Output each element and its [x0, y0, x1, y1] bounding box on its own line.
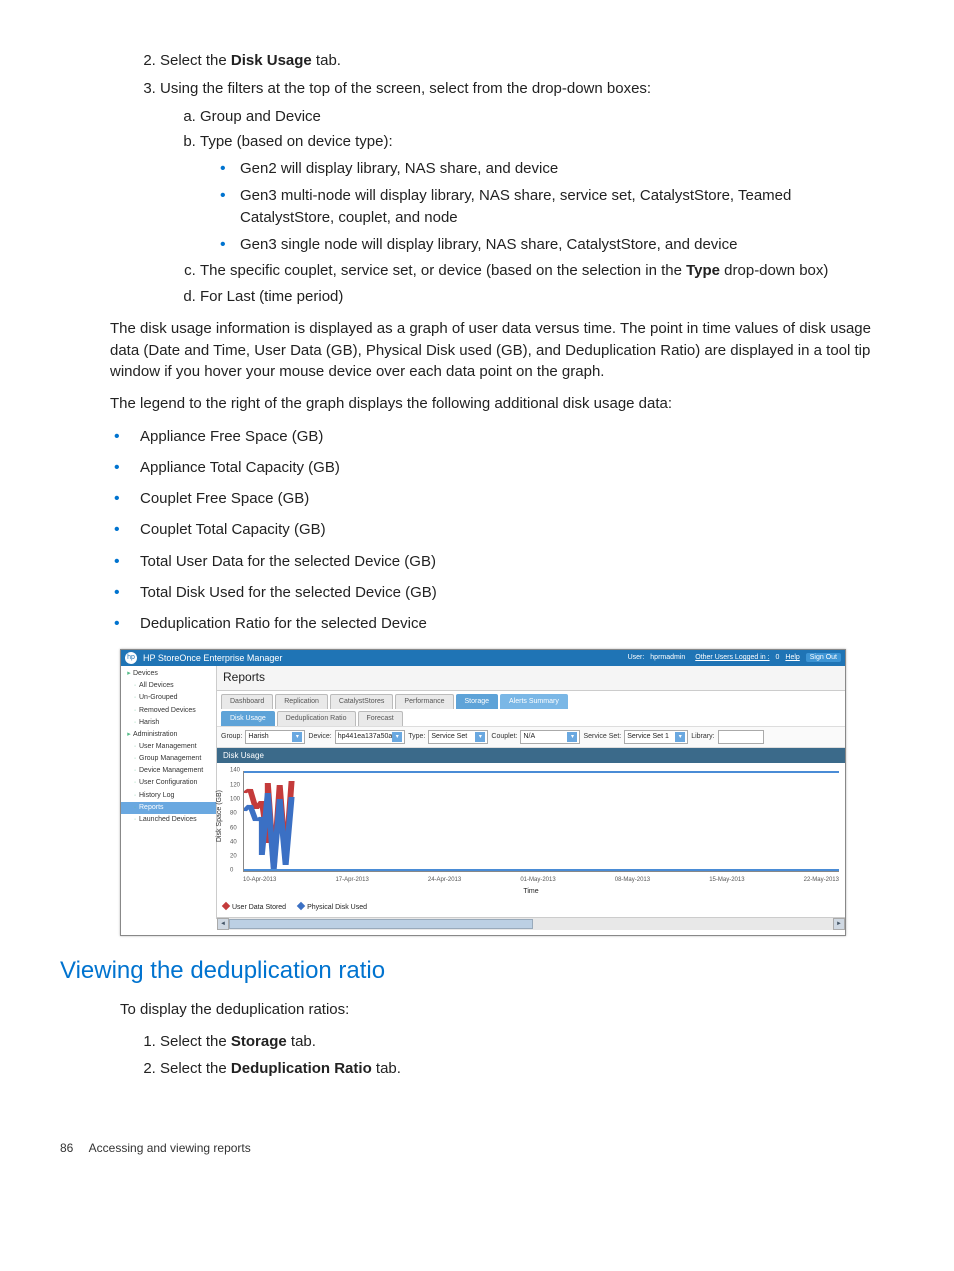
app-titlebar: hp HP StoreOnce Enterprise Manager User:…: [121, 650, 845, 666]
page-footer: 86 Accessing and viewing reports: [60, 1140, 874, 1157]
tree-item[interactable]: ·User Management: [121, 741, 216, 753]
couplet-select[interactable]: N/A▾: [520, 730, 580, 744]
tree-item[interactable]: ·Launched Devices: [121, 814, 216, 826]
sub-b-bullets: Gen2 will display library, NAS share, an…: [200, 157, 874, 256]
tree-item[interactable]: ·Un-Grouped: [121, 692, 216, 704]
help-link[interactable]: Help: [785, 654, 799, 661]
instruction-step-2: Select the Disk Usage tab.: [160, 50, 874, 72]
app-title: HP StoreOnce Enterprise Manager: [143, 652, 282, 665]
device-select[interactable]: hp441ea137a50a▾: [335, 730, 406, 744]
navigation-tree[interactable]: ▸Devices·All Devices·Un-Grouped·Removed …: [121, 666, 217, 919]
tree-item[interactable]: ·User Configuration: [121, 777, 216, 789]
dedup-step-2: Select the Deduplication Ratio tab.: [160, 1058, 874, 1080]
dedup-steps: Select the Storage tab. Select the Dedup…: [120, 1031, 874, 1081]
tree-item[interactable]: ·Removed Devices: [121, 705, 216, 717]
tree-item[interactable]: ▸Administration: [121, 729, 216, 741]
tree-item[interactable]: ·History Log: [121, 790, 216, 802]
app-screenshot: hp HP StoreOnce Enterprise Manager User:…: [120, 649, 846, 936]
filter-bar: Group: Harish▾ Device: hp441ea137a50a▾ T…: [217, 726, 845, 748]
legend-item: Physical Disk Used: [298, 903, 367, 913]
dedup-step-1: Select the Storage tab.: [160, 1031, 874, 1053]
tree-item[interactable]: ·Device Management: [121, 765, 216, 777]
sign-out-button[interactable]: Sign Out: [806, 653, 841, 662]
scrollbar-thumb[interactable]: [229, 919, 533, 929]
sub-tabs: Disk UsageDeduplication RatioForecast: [217, 709, 845, 726]
chart-area: Disk Space (GB) 140120100806040200 10-Ap…: [217, 763, 845, 899]
hp-logo-icon: hp: [125, 652, 137, 664]
sub-d: For Last (time period): [200, 286, 874, 308]
tree-item[interactable]: ▸Devices: [121, 668, 216, 680]
legend-list: Appliance Free Space (GB) Appliance Tota…: [110, 425, 874, 635]
subtab-forecast[interactable]: Forecast: [358, 711, 403, 726]
instruction-list: Select the Disk Usage tab. Using the fil…: [120, 50, 874, 308]
tab-catalyststores[interactable]: CatalystStores: [330, 694, 394, 709]
sub-a: Group and Device: [200, 106, 874, 128]
horizontal-scrollbar[interactable]: ◄ ►: [217, 917, 845, 930]
disk-usage-chart: Disk Space (GB) 140120100806040200: [243, 771, 839, 872]
footer-title: Accessing and viewing reports: [89, 1141, 251, 1155]
tab-alerts-summary[interactable]: Alerts Summary: [500, 694, 568, 709]
chart-legend: User Data Stored Physical Disk Used: [217, 899, 845, 917]
tab-performance[interactable]: Performance: [395, 694, 453, 709]
serviceset-select[interactable]: Service Set 1▾: [624, 730, 688, 744]
sub-c: The specific couplet, service set, or de…: [200, 260, 874, 282]
subtab-deduplication-ratio[interactable]: Deduplication Ratio: [277, 711, 356, 726]
legend-item: User Data Stored: [223, 903, 286, 913]
tab-replication[interactable]: Replication: [275, 694, 328, 709]
section-heading-dedup: Viewing the deduplication ratio: [60, 954, 874, 989]
chart-x-axis: 10-Apr-201317-Apr-201324-Apr-201301-May-…: [243, 876, 839, 885]
section-intro: To display the deduplication ratios:: [120, 999, 874, 1021]
other-users-link[interactable]: Other Users Logged in :: [691, 654, 769, 661]
tree-item[interactable]: ·All Devices: [121, 680, 216, 692]
type-select[interactable]: Service Set▾: [428, 730, 488, 744]
content-heading: Reports: [217, 666, 845, 690]
main-tabs: DashboardReplicationCatalystStoresPerfor…: [217, 691, 845, 709]
tab-storage[interactable]: Storage: [456, 694, 499, 709]
scroll-right-icon[interactable]: ►: [833, 918, 845, 930]
sub-b: Type (based on device type): Gen2 will d…: [200, 131, 874, 256]
tab-dashboard[interactable]: Dashboard: [221, 694, 273, 709]
tree-item[interactable]: ·Harish: [121, 717, 216, 729]
library-select[interactable]: [718, 730, 764, 744]
page-number: 86: [60, 1140, 86, 1157]
paragraph-legend-intro: The legend to the right of the graph dis…: [110, 393, 874, 415]
tree-item[interactable]: ·Reports: [121, 802, 216, 814]
instruction-step-3: Using the filters at the top of the scre…: [160, 78, 874, 308]
paragraph-disk-usage-info: The disk usage information is displayed …: [110, 318, 874, 383]
instruction-sub-list: Group and Device Type (based on device t…: [160, 106, 874, 308]
tree-item[interactable]: ·Group Management: [121, 753, 216, 765]
subtab-disk-usage[interactable]: Disk Usage: [221, 711, 275, 726]
chart-panel-title: Disk Usage: [217, 748, 845, 764]
group-select[interactable]: Harish▾: [245, 730, 305, 744]
scroll-left-icon[interactable]: ◄: [217, 918, 229, 930]
